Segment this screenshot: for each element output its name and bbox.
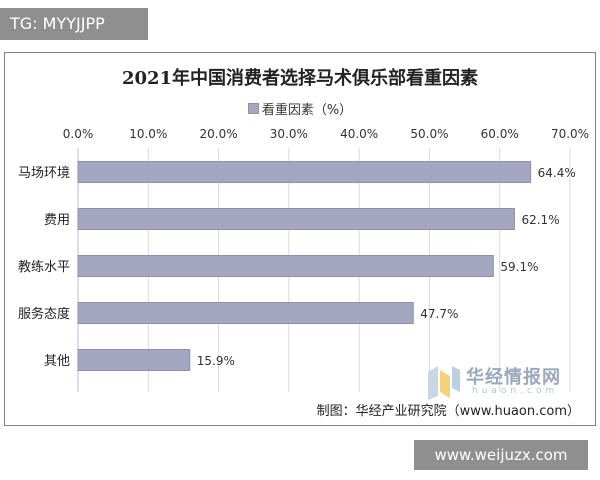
data-label: 64.4% (538, 166, 576, 180)
x-tick-label: 40.0% (340, 127, 378, 141)
category-label: 服务态度 (18, 306, 70, 322)
huaon-logo-mark-icon (428, 366, 460, 400)
x-tick-label: 60.0% (481, 127, 519, 141)
x-tick-label: 50.0% (410, 127, 448, 141)
bar (77, 255, 494, 277)
bar (77, 161, 532, 183)
huaon-watermark-logo: 华经情报网 huaon.com (426, 362, 586, 402)
watermark-domain: huaon.com (472, 386, 559, 396)
tg-overlay-tag: TG: MYYJJPP (0, 8, 148, 40)
legend-label: 看重因素（%） (261, 103, 353, 118)
chart-legend: 看重因素（%） (0, 99, 600, 118)
legend-swatch (247, 103, 259, 114)
x-tick-label: 70.0% (551, 127, 589, 141)
category-label: 教练水平 (18, 259, 70, 275)
data-label: 59.1% (500, 260, 538, 274)
source-note: 制图：华经产业研究院（www.huaon.com） (316, 404, 580, 419)
data-label: 47.7% (420, 307, 458, 321)
category-label: 费用 (44, 213, 70, 228)
category-label: 马场环境 (18, 166, 70, 181)
x-tick-label: 0.0% (63, 127, 94, 141)
chart-title: 2021年中国消费者选择马术俱乐部看重因素 (121, 68, 479, 89)
watermark-name: 华经情报网 (466, 367, 561, 388)
bar (77, 208, 515, 230)
x-tick-label: 10.0% (129, 127, 167, 141)
site-overlay-tag: www.weijuzx.com (414, 440, 588, 470)
x-tick-label: 20.0% (200, 127, 238, 141)
x-tick-label: 30.0% (270, 127, 308, 141)
data-label: 62.1% (521, 213, 559, 227)
data-label: 15.9% (197, 354, 235, 368)
bar (77, 349, 191, 371)
bar (77, 302, 414, 324)
category-label: 其他 (44, 354, 70, 369)
